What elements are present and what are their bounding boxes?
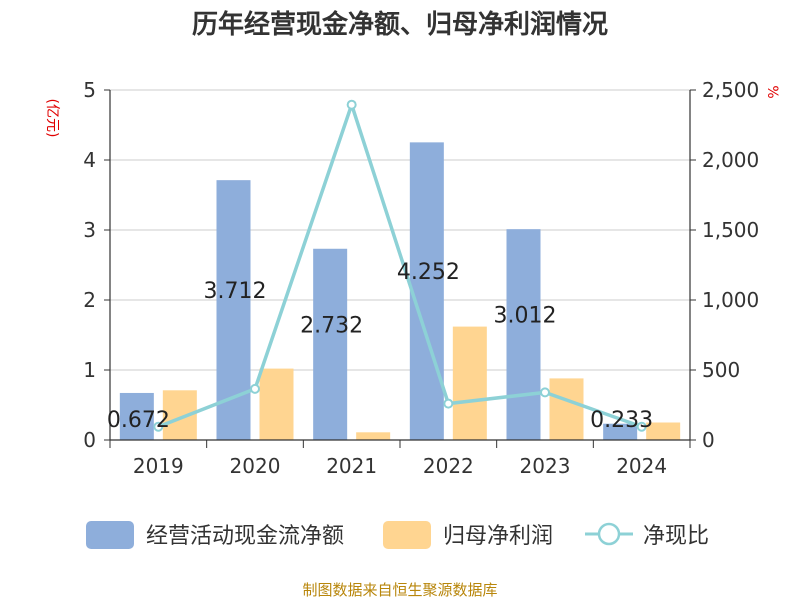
x-tick-label: 2021 [326,454,377,478]
data-labels: 0.672 3.712 2.732 4.252 3.012 0.233 [107,260,653,433]
grid-lines [110,89,690,371]
y-tick-label: 2 [83,288,96,312]
y-axis-unit-label: (亿元) [44,99,60,138]
legend-item-net-cash-ratio[interactable]: 净现比 [585,522,709,549]
bar-operating-cash-flow[interactable] [119,392,154,440]
y2-tick-label: 2,000 [702,148,759,172]
bar-net-profit[interactable] [259,368,294,440]
bar-data-label: 3.712 [204,279,267,304]
bar-data-label: 0.672 [107,408,170,433]
x-tick-label: 2022 [423,454,474,478]
legend-swatch [86,521,134,549]
net-cash-ratio-point[interactable] [636,421,647,432]
legend-label: 净现比 [643,524,709,549]
axes: 0 1 2 3 4 5 0 500 1,000 1,500 2,000 2,500 2019 2020 20… [83,78,759,478]
legend-swatch [383,521,431,549]
y-tick-label: 4 [83,148,96,172]
legend[interactable]: 经营活动现金流净额 归母净利润 净现比 [86,521,709,549]
x-tick-label: 2019 [133,454,184,478]
net-cash-ratio-point[interactable] [250,383,260,394]
bar-operating-cash-flow[interactable] [313,248,348,440]
y-tick-label: 5 [83,78,96,102]
x-tick-label: 2024 [616,454,667,478]
source-footnote: 制图数据来自恒生聚源数据库 [302,581,497,599]
y2-tick-label: 1,500 [702,218,759,242]
y2-tick-label: 1,000 [702,288,759,312]
legend-item-net-profit[interactable]: 归母净利润 [383,521,553,549]
legend-marker [597,522,621,546]
net-cash-ratio-point[interactable] [153,421,164,432]
net-cash-ratio-point[interactable] [346,99,357,110]
bar-net-profit[interactable] [646,422,681,441]
bar-net-profit[interactable] [452,326,487,440]
bar-data-label: 4.252 [397,260,460,285]
legend-item-operating-cash-flow[interactable]: 经营活动现金流净额 [86,521,344,549]
legend-label: 归母净利润 [443,524,553,549]
x-tick-label: 2020 [230,454,281,478]
chart-title: 历年经营现金净额、归母净利润情况 [192,9,608,40]
y-tick-label: 0 [83,428,96,452]
bar-data-label: 3.012 [494,304,557,329]
bar-operating-cash-flow[interactable] [506,229,541,440]
bar-net-profit[interactable] [549,378,584,440]
y2-tick-label: 0 [702,428,715,452]
y-tick-label: 3 [83,218,96,242]
bar-operating-cash-flow[interactable] [603,423,638,440]
line-layer [153,99,647,432]
y2-tick-label: 2,500 [702,78,759,102]
net-cash-ratio-point[interactable] [443,398,454,409]
bar-net-profit[interactable] [356,432,391,440]
legend-label: 经营活动现金流净额 [146,524,344,549]
bar-operating-cash-flow[interactable] [409,142,444,441]
net-cash-ratio-point[interactable] [540,387,550,398]
net-cash-ratio-line [157,102,643,429]
y2-tick-label: 500 [702,358,740,382]
bar-layer [119,142,681,441]
y-tick-label: 1 [83,358,96,382]
bar-data-label: 0.233 [590,408,653,433]
y2-axis-unit-label: % [764,85,780,98]
x-tick-label: 2023 [520,454,571,478]
bar-data-label: 2.732 [300,313,363,338]
